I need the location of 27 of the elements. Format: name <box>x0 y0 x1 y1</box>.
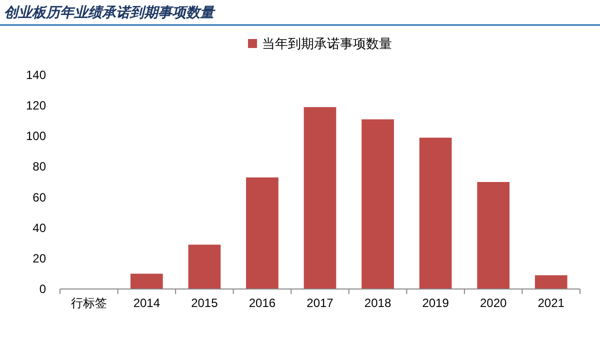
bar <box>362 119 394 289</box>
bar <box>477 182 510 289</box>
x-tick-label: 2018 <box>364 296 392 310</box>
y-tick-label: 120 <box>26 98 46 113</box>
y-tick-label: 40 <box>32 220 46 235</box>
x-tick-label: 2017 <box>306 296 334 310</box>
y-tick-label: 100 <box>26 129 46 144</box>
bar <box>534 275 568 289</box>
bar <box>246 177 278 289</box>
y-tick-label: 20 <box>32 251 46 266</box>
bar <box>130 274 163 289</box>
x-tick-label: 2016 <box>248 296 276 310</box>
x-tick-label: 2021 <box>538 296 565 310</box>
x-tick-label: 2019 <box>422 296 450 310</box>
bar <box>419 138 452 289</box>
bar <box>304 107 336 289</box>
x-tick-label: 2014 <box>133 296 160 310</box>
y-tick-label: 140 <box>26 68 46 82</box>
y-tick-label: 60 <box>32 190 46 204</box>
y-tick-label: 0 <box>39 282 46 296</box>
y-tick-label: 80 <box>32 160 46 174</box>
x-tick-label: 2015 <box>191 296 218 310</box>
chart-title: 创业板历年业绩承诺到期事项数量 <box>4 4 216 20</box>
legend-label: 当年到期承诺事项数量 <box>262 36 392 51</box>
x-tick-label: 2020 <box>480 296 508 310</box>
bar <box>188 244 221 289</box>
x-tick-label: 行标签 <box>70 296 107 310</box>
